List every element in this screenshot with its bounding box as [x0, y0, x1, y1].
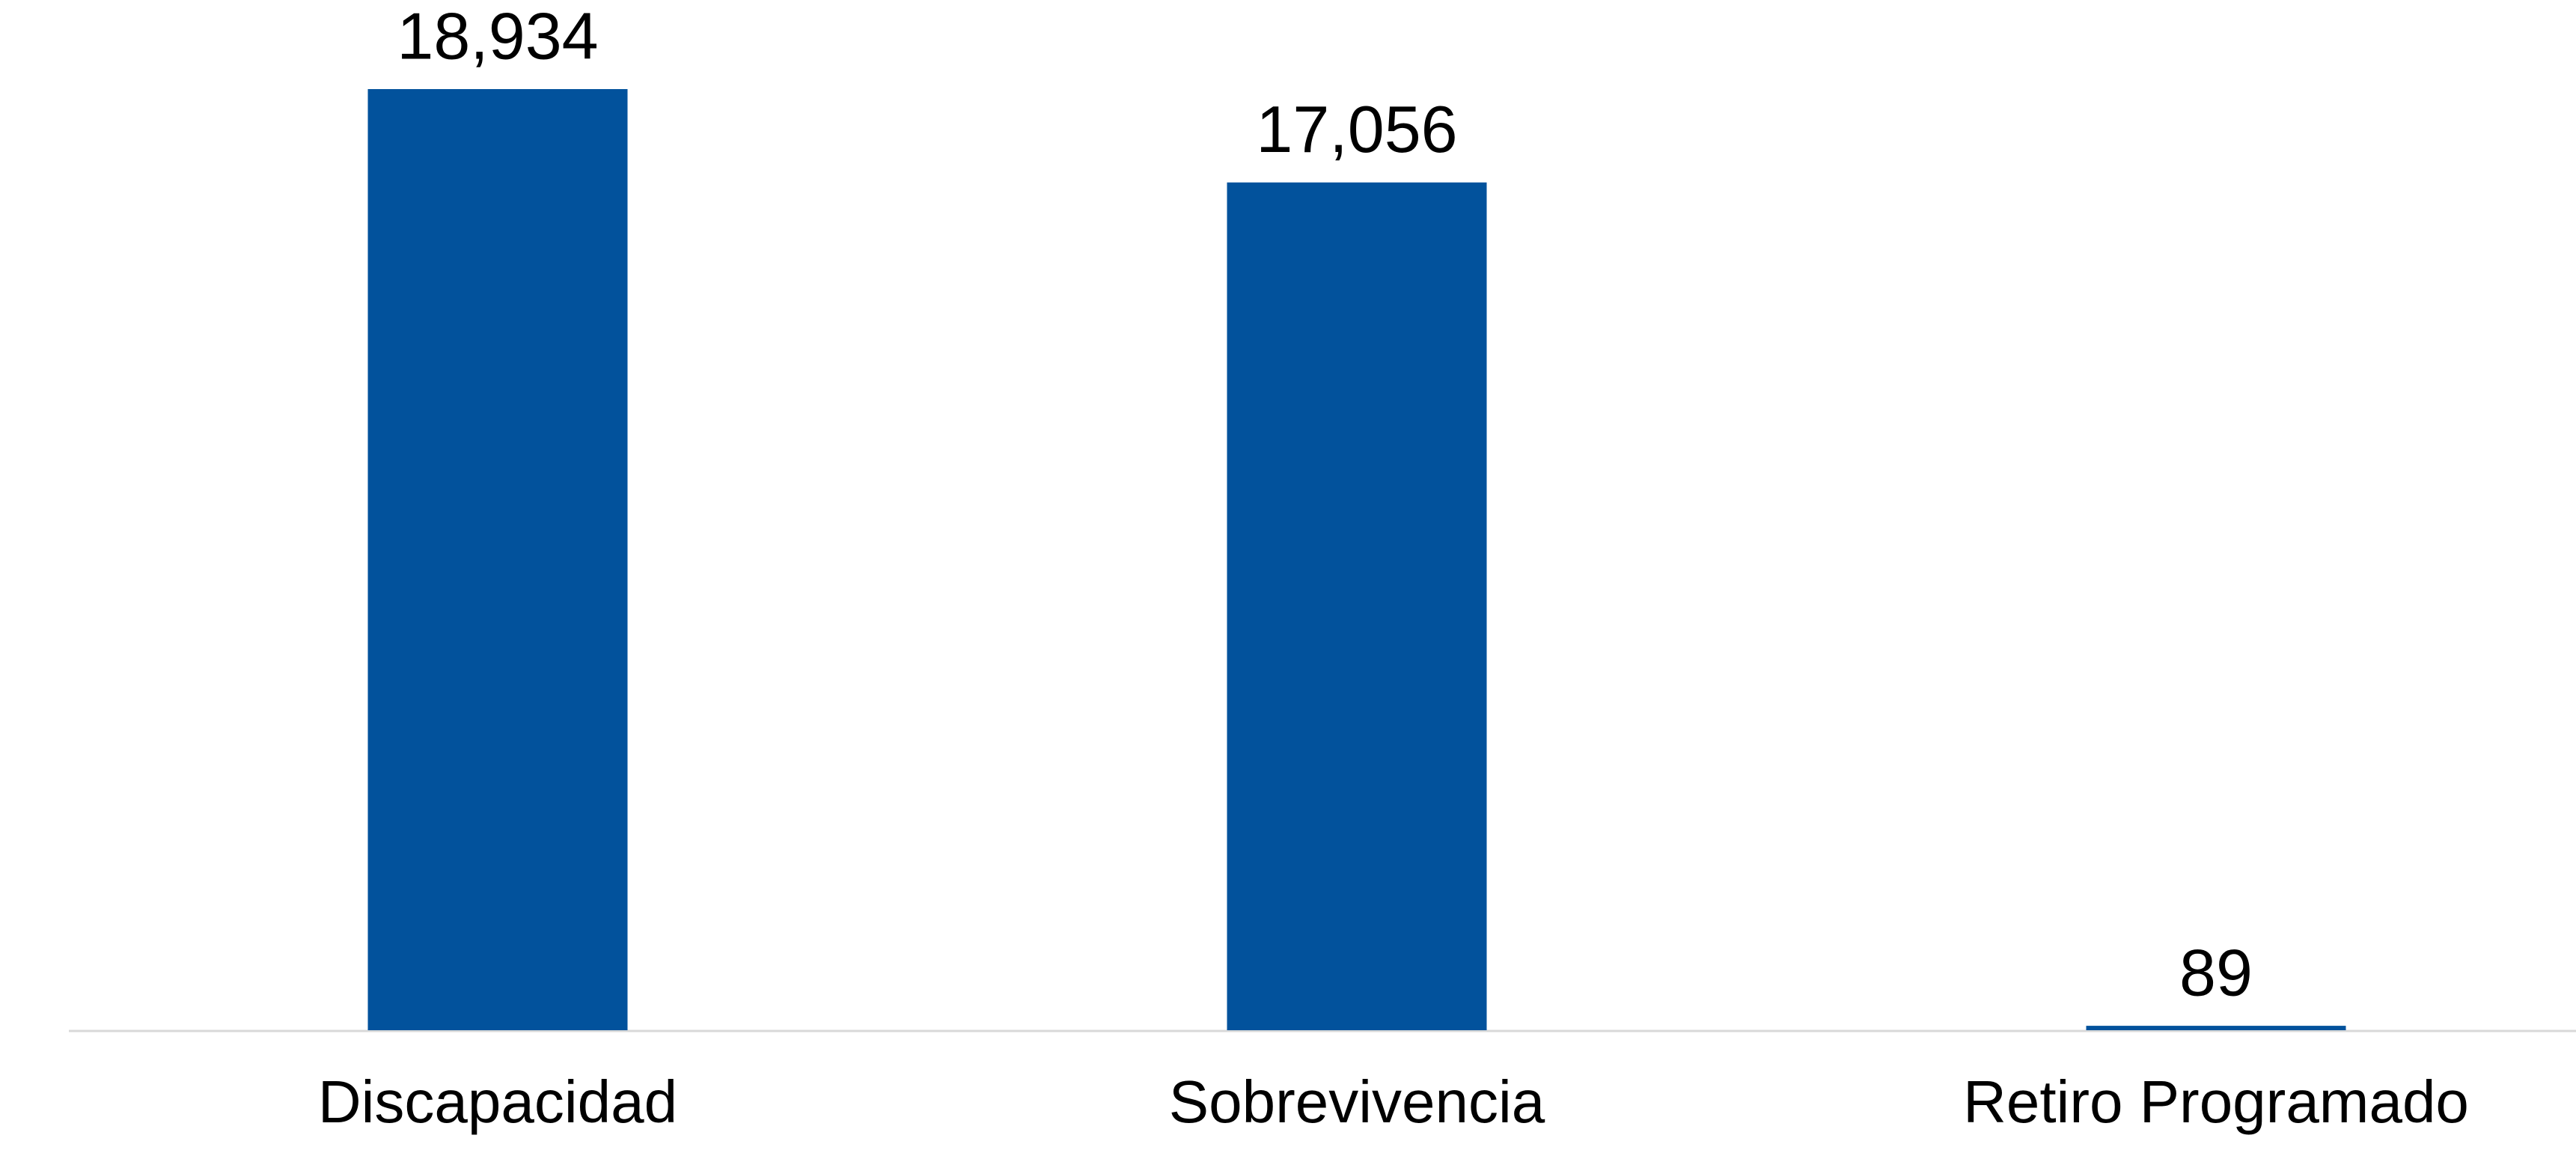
value-label: 89 — [2179, 935, 2253, 1009]
x-tick-label: Discapacidad — [318, 1068, 677, 1135]
x-tick-label: Sobrevivencia — [1169, 1068, 1545, 1135]
bar — [1227, 182, 1487, 1030]
bar — [367, 89, 628, 1030]
x-tick-label: Retiro Programado — [1963, 1068, 2469, 1135]
bar — [2086, 1026, 2346, 1030]
value-label: 17,056 — [1256, 92, 1457, 166]
value-label: 18,934 — [397, 0, 598, 73]
